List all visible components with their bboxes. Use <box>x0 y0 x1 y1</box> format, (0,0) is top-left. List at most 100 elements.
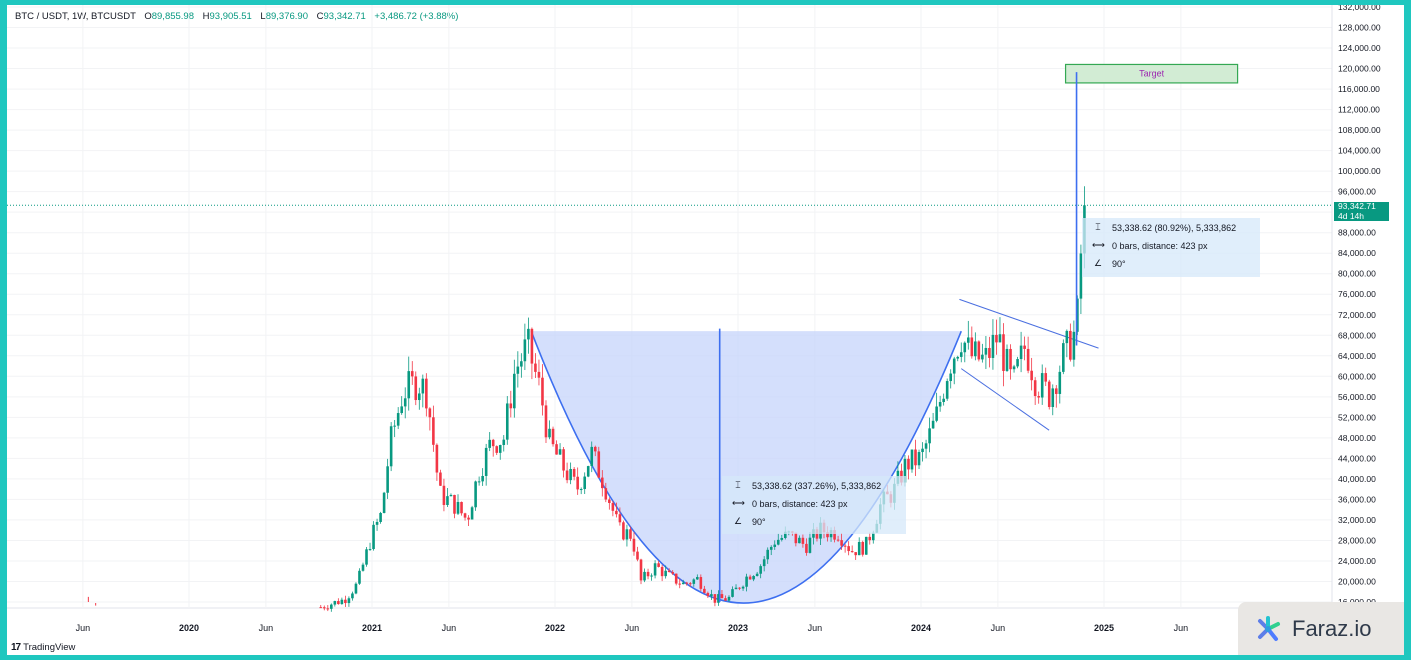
candle <box>389 422 393 472</box>
candle-body <box>1016 359 1019 367</box>
candle <box>988 336 991 368</box>
candle <box>555 440 558 455</box>
candle-body <box>833 530 836 540</box>
candle-body <box>667 570 671 573</box>
y-tick-label: 44,000.00 <box>1338 453 1376 463</box>
candle-body <box>337 601 340 605</box>
low-value: 89,376.90 <box>265 11 308 22</box>
candle <box>748 574 752 580</box>
candle-body <box>748 576 752 580</box>
measure-main-line3: 90° <box>752 516 766 527</box>
candle-body <box>386 466 389 493</box>
candle <box>1009 344 1012 380</box>
price-chart[interactable]: Target 16,000.0020,000.0024,000.0028,000… <box>7 5 1404 655</box>
x-tick-label: Jun <box>259 623 274 633</box>
candle-body <box>1069 330 1072 360</box>
candle-body <box>945 381 949 399</box>
candle <box>706 591 710 599</box>
candle <box>453 494 456 519</box>
candle <box>509 390 513 418</box>
y-tick-label: 116,000.00 <box>1338 84 1380 94</box>
candle-body <box>671 572 674 574</box>
candle <box>481 468 484 486</box>
candle-body <box>555 444 558 455</box>
candle <box>907 455 910 480</box>
candles <box>87 186 1086 612</box>
candle <box>608 497 611 510</box>
candle-body <box>952 358 956 374</box>
candle-body <box>604 488 608 500</box>
candle <box>1040 364 1044 405</box>
candle <box>850 545 854 553</box>
candle-body <box>942 398 945 403</box>
candle-body <box>502 439 506 446</box>
symbol-label[interactable]: BTC / USDT, 1W, BTCUSDT <box>15 11 136 22</box>
tradingview-logo[interactable]: 17 TradingView <box>11 642 75 653</box>
candle-body <box>382 492 386 513</box>
candle-body <box>1065 330 1069 344</box>
candle <box>805 538 808 556</box>
candle <box>660 564 664 582</box>
candle <box>671 570 674 576</box>
y-tick-label: 52,000.00 <box>1338 412 1376 422</box>
candle <box>966 320 970 350</box>
candle <box>808 532 812 554</box>
flag-upper-line <box>959 298 1099 349</box>
last-price-tag: 93,342.71 4d 14h <box>1334 201 1389 221</box>
candle <box>650 573 653 581</box>
candle-body <box>1037 396 1040 398</box>
candle-body <box>333 601 337 605</box>
measure-lines <box>718 72 1078 602</box>
candle <box>801 534 805 548</box>
candle-body <box>534 363 537 372</box>
candle-body <box>477 481 481 483</box>
measure-main-line2: 0 bars, distance: 423 px <box>752 498 848 509</box>
candle-body <box>428 408 432 418</box>
candle-body <box>495 446 499 453</box>
candle-body <box>861 541 865 555</box>
candle <box>417 387 421 410</box>
candle <box>625 524 629 547</box>
candle-body <box>625 529 629 540</box>
x-tick-label: 2023 <box>728 623 748 633</box>
candle <box>738 587 741 591</box>
candle <box>319 604 323 609</box>
candle-body <box>372 524 375 550</box>
measure-info-main[interactable]: ⌶ 53,338.62 (337.26%), 5,333,862 ⟷ 0 bars,… <box>722 476 906 534</box>
candle <box>537 359 541 386</box>
candle <box>995 319 998 355</box>
candle-body <box>361 564 365 571</box>
candle <box>755 571 759 577</box>
measure-info-right[interactable]: ⌶ 53,338.62 (80.92%), 5,333,862 ⟷ 0 bars, … <box>1082 218 1260 277</box>
candle <box>692 578 696 587</box>
y-tick-label: 48,000.00 <box>1338 433 1376 443</box>
candle-body <box>593 446 597 452</box>
candle-body <box>664 570 667 577</box>
candle-body <box>931 420 935 429</box>
y-axis-labels: 16,000.0020,000.0024,000.0028,000.0032,0… <box>1338 5 1381 607</box>
candle-body <box>692 579 696 584</box>
candle-body <box>699 577 703 589</box>
candle <box>586 465 590 478</box>
candle-body <box>660 566 664 577</box>
candle-body <box>903 458 907 483</box>
candle-body <box>836 539 840 541</box>
candle-body <box>988 347 991 358</box>
candle <box>1019 331 1023 373</box>
candle-body <box>713 594 717 603</box>
bar-range-icon: ⟷ <box>732 498 745 508</box>
candle-body <box>798 537 801 544</box>
candle <box>590 441 594 473</box>
candle <box>921 442 924 462</box>
candle-body <box>843 545 847 547</box>
candle-body <box>520 361 523 367</box>
candle <box>1002 323 1005 387</box>
candle-body <box>938 402 942 407</box>
candle-body <box>470 507 474 520</box>
candle-body <box>583 476 587 490</box>
close-label: C <box>316 11 324 22</box>
open-label: O <box>144 11 152 22</box>
candle <box>773 540 777 550</box>
y-tick-label: 84,000.00 <box>1338 248 1376 258</box>
candle <box>358 568 361 585</box>
